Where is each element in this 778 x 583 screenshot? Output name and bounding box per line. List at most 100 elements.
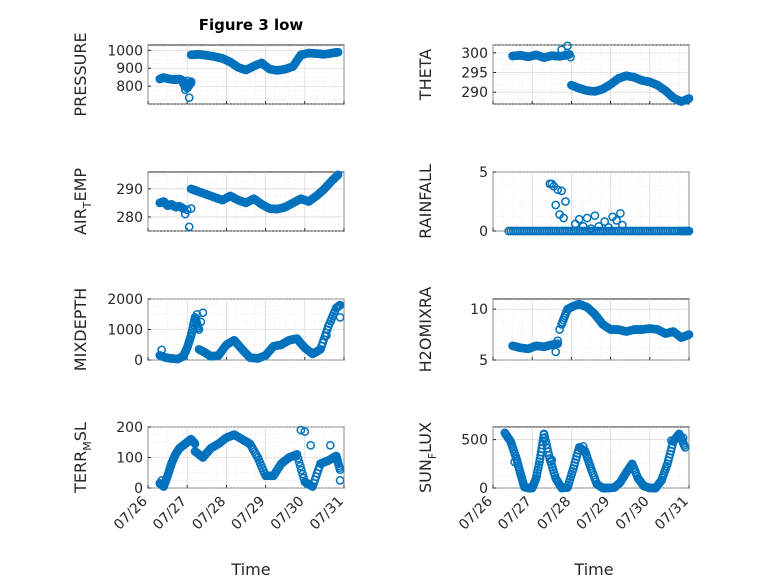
data-point xyxy=(616,208,625,218)
data-point xyxy=(157,345,167,355)
data-point xyxy=(297,465,306,475)
y-tick-label: 200 xyxy=(116,420,143,436)
y-axis-label: H2OMIXRA xyxy=(416,287,435,373)
subplot-theta: 290 295 300 THETA xyxy=(416,41,694,106)
data-point xyxy=(293,454,303,463)
data-point xyxy=(559,213,568,223)
data-point xyxy=(298,469,307,479)
y-tick-label: 500 xyxy=(461,433,488,449)
y-tick-label: 300 xyxy=(461,46,488,62)
subplot-terrmsl: 0 100 200 TERRMSL 07/26 07/27 07/28 07/29 07/30 0… xyxy=(71,420,347,533)
y-tick-label: 800 xyxy=(116,79,143,95)
subplot-airtemp: 280 290 AIRTEMP xyxy=(71,168,345,235)
data-point xyxy=(294,457,304,467)
y-tick-label: 290 xyxy=(461,85,488,101)
data-point xyxy=(547,455,557,465)
data-point xyxy=(333,47,343,57)
data-point xyxy=(335,465,345,475)
data-point xyxy=(618,220,627,230)
data-point xyxy=(182,205,192,215)
data-point xyxy=(561,197,570,206)
x-tick-label: 07/29 xyxy=(229,494,269,534)
subplot-pressure: 800 900 1000 PRESSURE xyxy=(71,32,345,117)
x-tick-label: 07/26 xyxy=(111,493,151,533)
data-point xyxy=(325,440,335,450)
data-point xyxy=(300,427,310,436)
y-tick-label: 0 xyxy=(134,481,143,497)
x-tick-label: 07/31 xyxy=(652,494,692,534)
x-tick-label: 07/27 xyxy=(495,494,535,534)
subplot-h2omixra: 5 10 H2OMIXRA xyxy=(416,287,694,373)
data-point xyxy=(553,336,563,346)
data-point xyxy=(574,214,584,224)
y-axis-label: MIXDEPTH xyxy=(71,288,90,371)
x-tick-label: 07/29 xyxy=(574,494,614,534)
y-tick-label: 5 xyxy=(479,353,488,369)
y-tick-label: 100 xyxy=(116,451,143,467)
data-point xyxy=(678,433,688,443)
y-tick-label: 2000 xyxy=(107,292,143,308)
data-point xyxy=(600,217,610,226)
data-point xyxy=(563,41,572,51)
data-point xyxy=(594,221,604,231)
data-point xyxy=(590,211,600,221)
data-point xyxy=(184,93,194,103)
data-point xyxy=(194,325,204,334)
data-point xyxy=(684,330,694,339)
data-point xyxy=(680,442,690,452)
data-point xyxy=(604,223,613,232)
data-point xyxy=(578,442,588,451)
data-point xyxy=(684,94,694,103)
data-point xyxy=(557,186,566,196)
data-point xyxy=(295,461,305,471)
data-point xyxy=(333,170,343,180)
data-point xyxy=(551,200,561,210)
y-tick-label: 1000 xyxy=(107,43,143,59)
data-point xyxy=(306,440,316,450)
y-axis-label: THETA xyxy=(416,49,435,101)
data-point xyxy=(296,425,306,435)
data-point xyxy=(510,457,519,467)
data-point xyxy=(335,476,345,485)
x-tick-label: 07/28 xyxy=(189,494,229,534)
data-point xyxy=(192,309,202,319)
data-point xyxy=(578,221,588,231)
y-tick-label: 10 xyxy=(470,302,488,318)
data-point xyxy=(566,52,575,62)
data-point xyxy=(186,78,196,88)
figure-title: Figure 3 low xyxy=(199,16,304,34)
y-axis-label: RAINFALL xyxy=(416,164,435,239)
data-point xyxy=(157,476,167,485)
y-axis-label: PRESSURE xyxy=(71,32,90,116)
y-tick-label: 1000 xyxy=(107,323,143,339)
x-tick-label: 07/30 xyxy=(268,494,308,534)
data-point xyxy=(667,436,676,445)
x-tick-label: 07/26 xyxy=(456,493,496,533)
y-tick-label: 0 xyxy=(134,353,143,369)
data-point xyxy=(335,312,345,322)
y-tick-label: 5 xyxy=(479,165,488,181)
x-axis-label-right: Time xyxy=(573,560,613,579)
data-point xyxy=(322,331,331,340)
subplot-sunflux: 0 500 SUNFLUX 07/26 07/27 07/28 07/29 07/30 07/3… xyxy=(416,422,692,533)
data-point xyxy=(612,216,621,225)
data-point xyxy=(586,224,596,233)
data-point xyxy=(335,300,345,310)
data-point xyxy=(180,85,190,95)
data-point xyxy=(198,308,208,318)
x-tick-label: 07/28 xyxy=(534,494,574,534)
data-point xyxy=(582,213,592,223)
data-point xyxy=(547,179,557,189)
x-axis-label-left: Time xyxy=(230,560,270,579)
x-tick-label: 07/27 xyxy=(150,494,190,534)
y-tick-label: 900 xyxy=(116,61,143,77)
y-tick-label: 290 xyxy=(116,182,143,198)
data-point xyxy=(551,347,561,357)
x-tick-label: 07/31 xyxy=(307,494,347,534)
data-point xyxy=(553,185,563,195)
y-axis-label: AIRTEMP xyxy=(71,168,94,235)
data-point xyxy=(196,317,206,327)
data-point xyxy=(684,226,694,236)
